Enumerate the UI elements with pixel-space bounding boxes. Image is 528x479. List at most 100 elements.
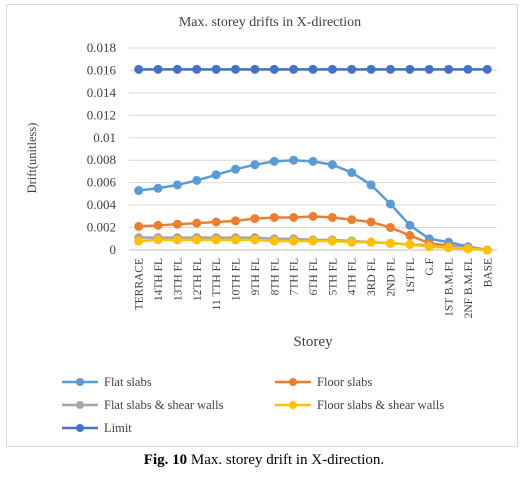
data-point [192,175,202,185]
data-point [134,221,144,231]
data-point [269,64,279,74]
data-point [172,219,182,229]
legend-swatch-marker [76,424,84,432]
x-tick-label: BASE [482,258,494,287]
data-point [347,168,357,178]
x-tick-label: 13TH FL [172,258,184,301]
legend-label: Flat slabs [104,375,152,389]
y-tick-label: 0.014 [87,85,117,100]
data-point [269,156,279,166]
chart-frame [6,4,518,447]
legend-label: Limit [104,421,132,435]
data-point [405,220,415,230]
data-point [211,217,221,227]
data-point [231,216,241,226]
data-point [424,64,434,74]
data-point [250,214,260,224]
data-point [231,235,241,245]
data-point [385,238,395,248]
x-tick-label: 9TH FL [250,258,262,295]
legend: Flat slabs Floor slabs Flat slabs & shear … [62,375,444,435]
data-point [366,180,376,190]
data-point [289,155,299,165]
data-point [405,64,415,74]
data-point [134,236,144,246]
data-point [269,212,279,222]
y-axis-label: Drift(unitless) [25,123,39,194]
x-tick-label: 10TH FL [231,258,243,301]
legend-label: Floor slabs & shear walls [317,398,444,412]
x-tick-label: 2ND FL [385,258,397,297]
legend-swatch-marker [289,401,297,409]
figure-number: Fig. 10 [143,452,188,468]
data-point [289,64,299,74]
data-point [211,64,221,74]
data-point [347,237,357,247]
legend-swatch-marker [76,378,84,386]
x-tick-label: G.F [424,258,436,276]
data-point [385,64,395,74]
y-tick-label: 0.006 [87,175,117,190]
y-tick-labels: 0 0.002 0.004 0.006 0.008 0.01 0.012 0.014 0.016… [87,40,117,257]
y-tick-label: 0.008 [87,152,116,167]
y-tick-label: 0.002 [87,220,116,235]
data-point [347,215,357,225]
data-point [327,212,337,222]
data-point [192,235,202,245]
storey-drift-chart: Max. storey drifts in X-direction Drift(… [25,15,497,435]
y-tick-label: 0.012 [87,107,116,122]
data-point [424,242,434,252]
data-point [463,64,473,74]
x-tick-label: 11 TTH FL [211,258,223,310]
data-point [250,64,260,74]
y-tick-label: 0.018 [87,40,116,55]
x-tick-label: 7TH FL [289,258,301,295]
data-point [405,239,415,249]
data-point [134,64,144,74]
data-point [366,64,376,74]
data-point [444,64,454,74]
x-tick-labels: TERRACE 14TH FL 13TH FL 12TH FL 11 TTH FL 10T… [134,258,495,318]
data-point [192,218,202,228]
x-tick-label: 14TH FL [153,258,165,301]
y-tick-label: 0.004 [87,197,117,212]
x-tick-label: 6TH FL [308,258,320,295]
y-tick-label: 0.016 [87,62,117,77]
x-tick-label: 1ST B.M.FL [444,258,456,317]
data-point [482,245,492,255]
data-point [463,244,473,254]
data-point [327,236,337,246]
data-point [231,164,241,174]
data-point [308,236,318,246]
caption-text: Max. storey drift in X-direction. [187,452,385,468]
data-point [444,243,454,253]
data-point [153,220,163,230]
data-point [192,64,202,74]
data-point [172,235,182,245]
data-point [405,230,415,240]
data-point [153,64,163,74]
legend-swatch-marker [76,401,84,409]
y-tick-label: 0 [110,242,117,257]
data-point [211,235,221,245]
data-point [308,156,318,166]
data-point [153,235,163,245]
x-axis-label: Storey [293,334,333,350]
data-point [250,160,260,170]
x-tick-label: 1ST FL [405,258,417,293]
data-point [385,199,395,209]
data-point [327,64,337,74]
data-point [482,64,492,74]
data-point [231,64,241,74]
data-point [153,183,163,193]
data-point [250,235,260,245]
data-point [308,211,318,221]
y-tick-label: 0.01 [93,130,116,145]
data-point [211,170,221,180]
data-point [289,236,299,246]
data-point [385,223,395,233]
x-tick-label: 5TH FL [327,258,339,295]
data-point [269,236,279,246]
data-point [289,212,299,222]
x-tick-label: 12TH FL [192,258,204,301]
